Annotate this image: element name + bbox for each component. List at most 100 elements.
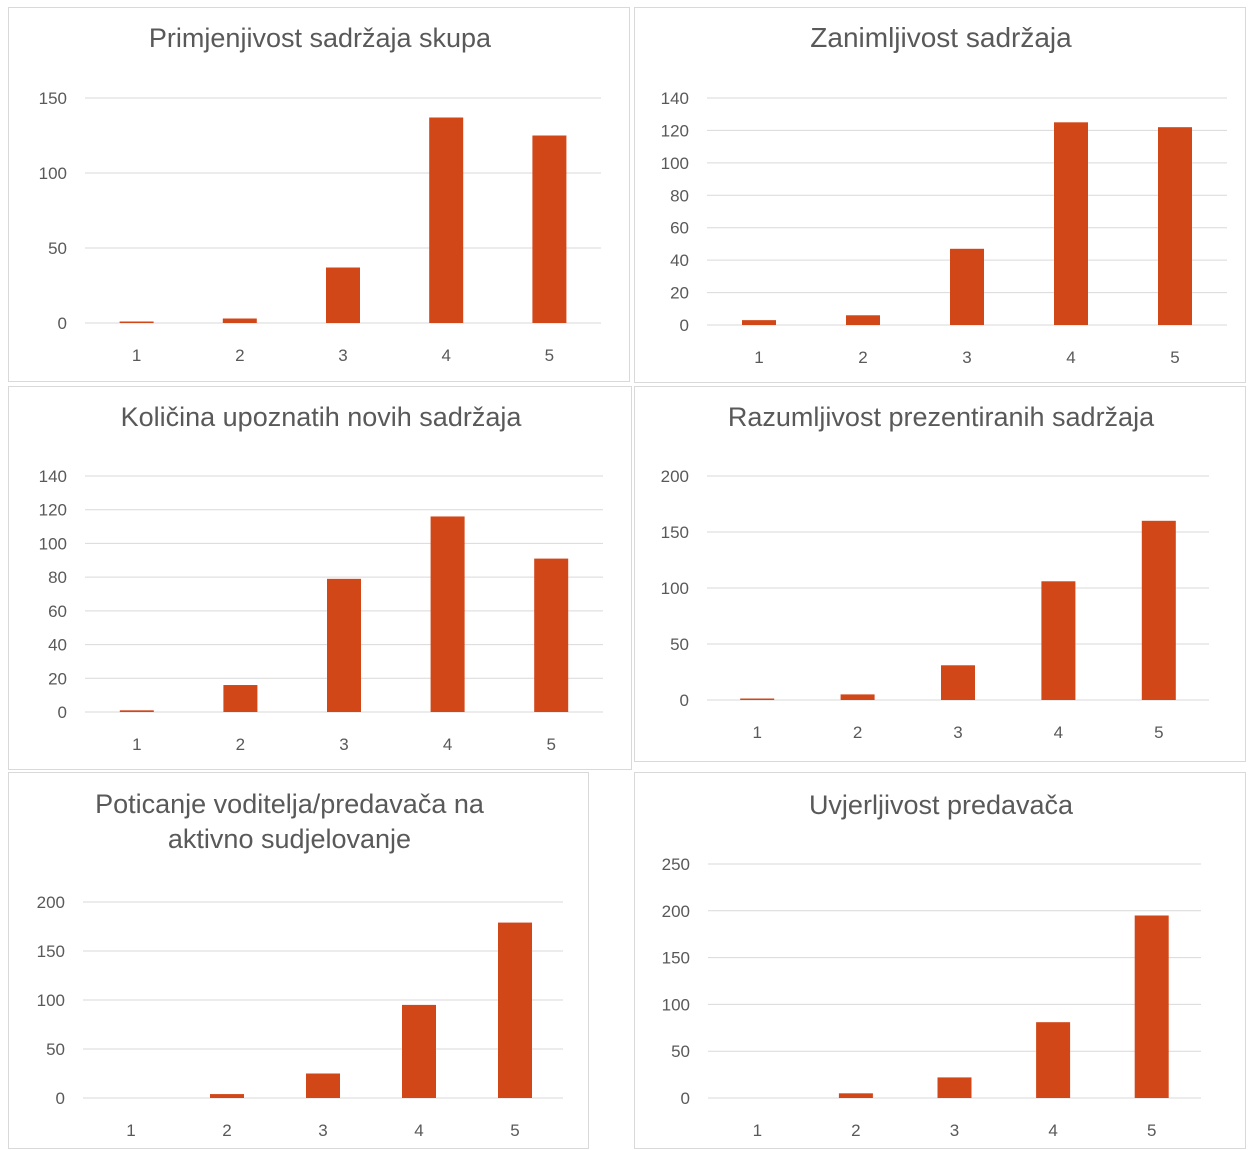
x-tick-label: 1: [752, 723, 761, 742]
bar-3: [306, 1073, 340, 1098]
chart-svg: Količina upoznatih novih sadržaja 0 20 40 60…: [39, 402, 603, 754]
y-tick-label: 150: [37, 942, 65, 961]
x-tick-label: 5: [1147, 1121, 1156, 1140]
y-tick-label: 0: [681, 1089, 690, 1108]
bar-5: [1158, 127, 1192, 325]
bar-4: [430, 516, 465, 712]
y-tick-label: 150: [662, 949, 690, 968]
y-tick-label: 100: [661, 579, 689, 598]
bar-2: [838, 1093, 873, 1098]
bar-5: [498, 922, 532, 1098]
bar-2: [210, 1094, 244, 1098]
y-tick-label: 50: [670, 635, 689, 654]
bar-2: [840, 694, 875, 700]
bar-4: [429, 117, 464, 323]
chart-svg: Uvjerljivost predavača 0 50 100 150 200 250 1 2 3…: [662, 790, 1201, 1140]
x-tick-label: 5: [1170, 348, 1179, 367]
bar-2: [222, 318, 257, 323]
y-tick-label: 0: [680, 691, 689, 710]
y-tick-label: 100: [39, 534, 67, 553]
y-tick-label: 100: [39, 164, 67, 183]
x-tick-label: 1: [753, 1121, 762, 1140]
x-tick-label: 3: [339, 735, 348, 754]
chart-panel-zanimljivost: Zanimljivost sadržaja 0 20 40 60 80 100 120 140 1…: [634, 7, 1246, 383]
x-tick-label: 4: [1054, 723, 1063, 742]
y-tick-label: 200: [661, 467, 689, 486]
bar-2: [223, 685, 258, 712]
y-tick-label: 40: [670, 251, 689, 270]
chart-title: Zanimljivost sadržaja: [810, 22, 1072, 53]
chart-panel-razumljivost: Razumljivost prezentiranih sadržaja 0 50 10…: [634, 386, 1246, 762]
y-tick-label: 140: [39, 467, 67, 486]
y-tick-label: 100: [37, 991, 65, 1010]
x-tick-label: 1: [126, 1121, 135, 1140]
y-tick-label: 100: [662, 995, 690, 1014]
chart-svg: Zanimljivost sadržaja 0 20 40 60 80 100 120 140 1…: [661, 22, 1227, 367]
y-tick-label: 80: [48, 568, 67, 587]
x-tick-label: 4: [414, 1121, 423, 1140]
chart-panel-poticanje: Poticanje voditelja/predavača na aktivno …: [8, 772, 589, 1149]
x-tick-label: 1: [132, 735, 141, 754]
x-tick-label: 5: [545, 346, 554, 365]
chart-svg: Razumljivost prezentiranih sadržaja 0 50 10…: [661, 402, 1209, 742]
y-tick-label: 120: [661, 121, 689, 140]
x-tick-label: 5: [1154, 723, 1163, 742]
bar-3: [950, 248, 984, 325]
bar-1: [740, 698, 775, 700]
chart-svg: Poticanje voditelja/predavača na aktivno …: [37, 789, 563, 1140]
bar-5: [532, 135, 567, 323]
y-tick-label: 250: [662, 855, 690, 874]
y-tick-label: 200: [37, 893, 65, 912]
y-tick-label: 150: [39, 89, 67, 108]
y-tick-label: 50: [671, 1042, 690, 1061]
y-tick-label: 60: [48, 602, 67, 621]
x-tick-label: 4: [1048, 1121, 1057, 1140]
chart-panel-uvjerljivost: Uvjerljivost predavača 0 50 100 150 200 250 1 2 3…: [634, 772, 1246, 1149]
chart-panel-kolicina: Količina upoznatih novih sadržaja 0 20 40 60…: [8, 386, 632, 770]
x-tick-label: 5: [546, 735, 555, 754]
y-tick-label: 50: [46, 1040, 65, 1059]
y-tick-label: 0: [58, 314, 67, 333]
chart-svg: Primjenjivost sadržaja skupa 0 50 100 150 1 2 3…: [39, 23, 601, 365]
x-tick-label: 5: [510, 1121, 519, 1140]
x-tick-label: 2: [858, 348, 867, 367]
chart-title-line-2: aktivno sudjelovanje: [168, 824, 411, 854]
bar-2: [846, 315, 880, 325]
bar-4: [1041, 581, 1076, 700]
x-tick-label: 4: [441, 346, 450, 365]
x-tick-label: 2: [222, 1121, 231, 1140]
x-tick-label: 3: [950, 1121, 959, 1140]
x-tick-label: 2: [236, 735, 245, 754]
y-tick-label: 60: [670, 219, 689, 238]
x-tick-label: 3: [962, 348, 971, 367]
x-tick-label: 3: [338, 346, 347, 365]
x-tick-label: 3: [953, 723, 962, 742]
bar-5: [534, 558, 569, 712]
x-tick-label: 4: [443, 735, 452, 754]
x-tick-label: 2: [853, 723, 862, 742]
chart-title: Poticanje voditelja/predavača na: [95, 789, 485, 819]
y-tick-label: 50: [48, 239, 67, 258]
x-tick-label: 4: [1066, 348, 1075, 367]
y-tick-label: 20: [48, 669, 67, 688]
bar-5: [1141, 520, 1176, 700]
y-tick-label: 200: [662, 902, 690, 921]
bar-3: [941, 665, 975, 700]
y-tick-label: 20: [670, 284, 689, 303]
x-tick-label: 2: [851, 1121, 860, 1140]
bar-3: [937, 1077, 972, 1098]
y-tick-label: 0: [58, 703, 67, 722]
y-tick-label: 140: [661, 89, 689, 108]
chart-panel-primjenjivost: Primjenjivost sadržaja skupa 0 50 100 150 1 2 3…: [8, 7, 630, 382]
bar-5: [1134, 915, 1169, 1098]
y-tick-label: 0: [680, 316, 689, 335]
y-tick-label: 0: [56, 1089, 65, 1108]
chart-title: Razumljivost prezentiranih sadržaja: [728, 402, 1155, 432]
x-tick-label: 2: [235, 346, 244, 365]
bar-4: [402, 1004, 436, 1098]
bar-1: [119, 321, 154, 323]
bar-4: [1036, 1022, 1071, 1098]
chart-title: Uvjerljivost predavača: [809, 790, 1074, 820]
y-tick-label: 40: [48, 636, 67, 655]
bar-4: [1054, 122, 1088, 325]
